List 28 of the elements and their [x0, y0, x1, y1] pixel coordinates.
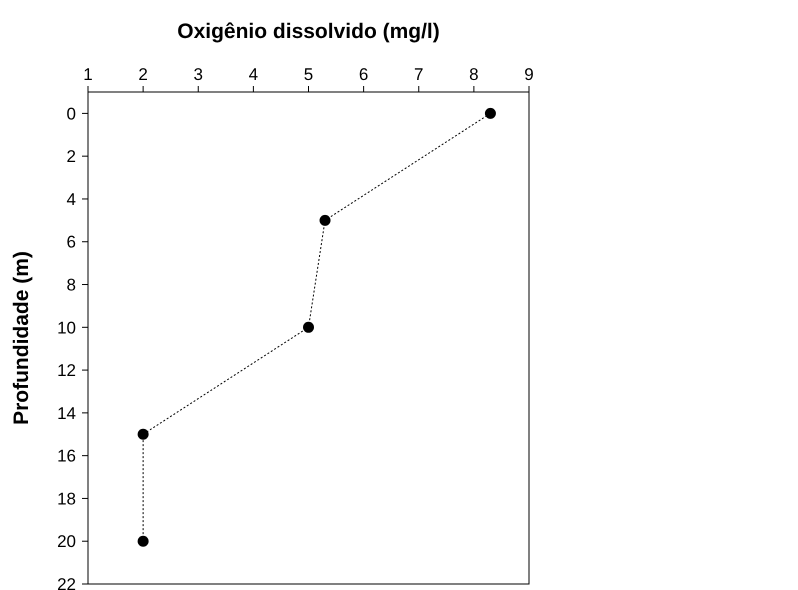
x-tick-label: 3: [194, 65, 203, 84]
y-tick-label: 2: [66, 147, 76, 166]
y-tick-label: 22: [57, 574, 76, 590]
point: [138, 428, 149, 440]
x-tick-label: 5: [304, 65, 314, 84]
x-tick-label: 1: [83, 65, 93, 84]
x-tick-label: 9: [524, 65, 534, 84]
point: [303, 322, 314, 333]
y-tick-label: 10: [57, 318, 76, 338]
point: [138, 536, 149, 547]
y-tick-label: 6: [66, 232, 76, 252]
y-tick-label: 18: [57, 489, 76, 508]
x-axis-title: Oxigênio dissolvido (mg/l): [177, 20, 440, 43]
y-tick-label: 16: [57, 446, 76, 466]
y-tick-label: 20: [57, 532, 76, 552]
x-tick-label: 4: [248, 65, 258, 84]
x-tick-label: 8: [469, 65, 479, 84]
x-tick-label: 6: [358, 65, 368, 84]
y-tick-label: 8: [66, 275, 76, 294]
point: [320, 214, 331, 226]
y-axis-title: Profundidade (m): [10, 251, 33, 425]
point: [484, 108, 496, 119]
y-tick-label: 14: [57, 404, 76, 423]
x-tick-label: 2: [138, 65, 148, 84]
y-tick-label: 0: [66, 104, 76, 124]
x-tick-label: 7: [414, 65, 424, 84]
y-tick-label: 12: [57, 361, 76, 380]
y-tick-label: 4: [66, 190, 76, 209]
